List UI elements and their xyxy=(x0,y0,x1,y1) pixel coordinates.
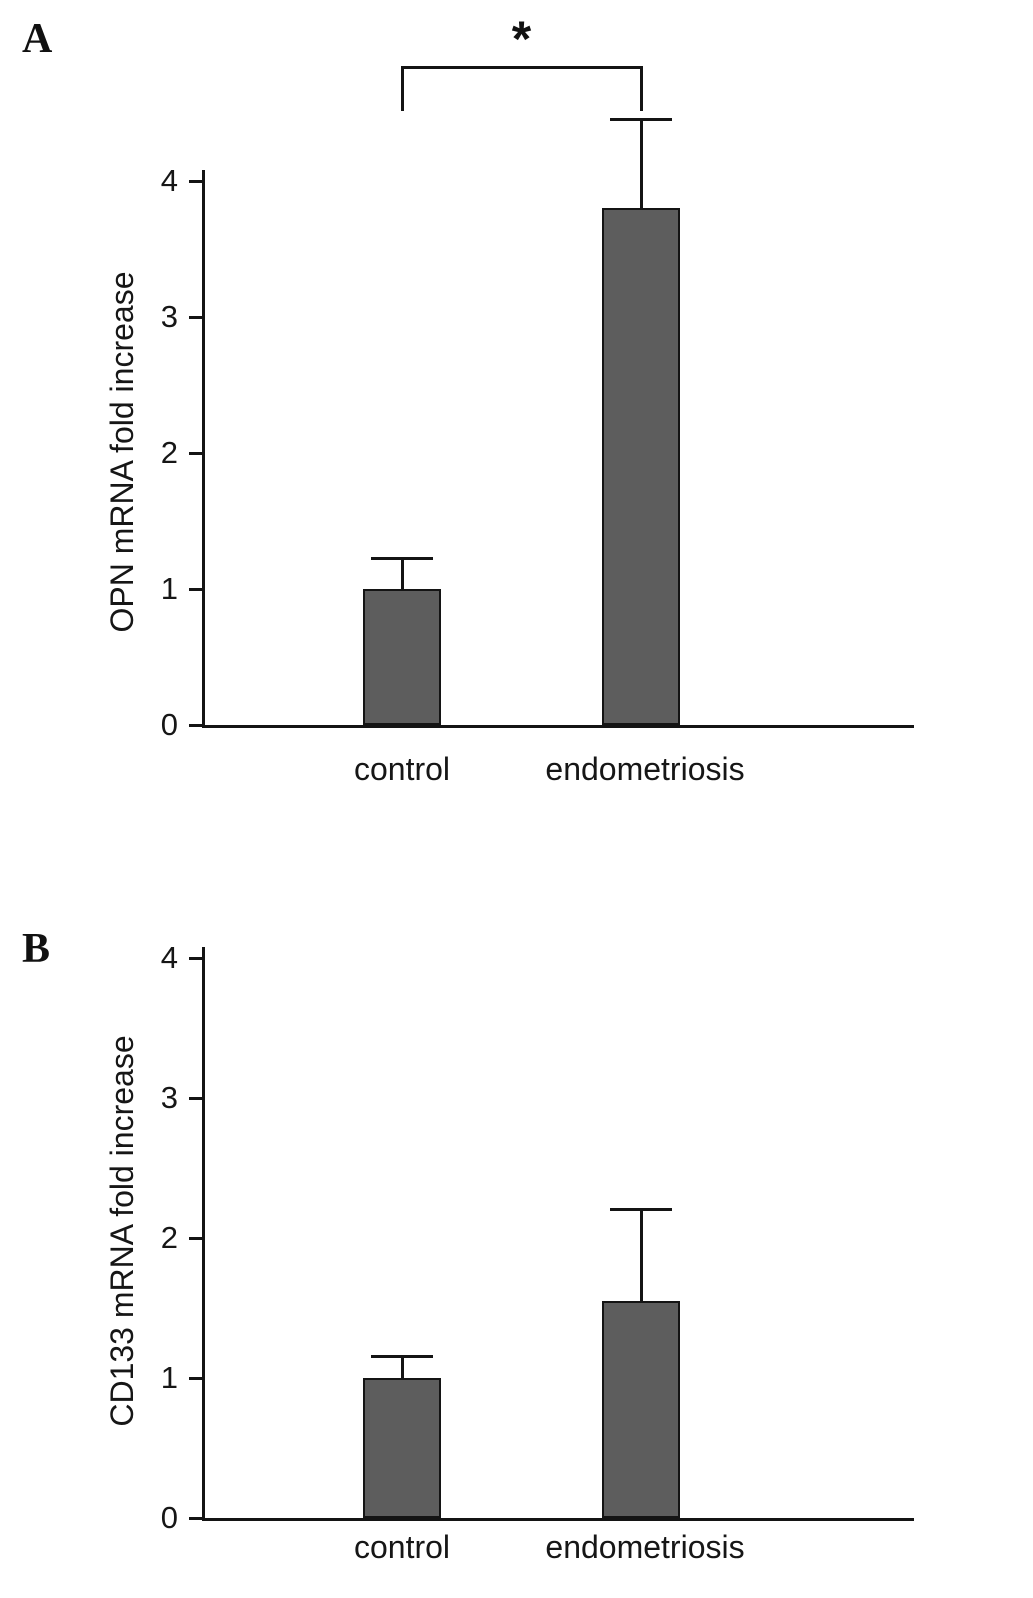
panel-a-category-label-endometriosis: endometriosis xyxy=(545,751,745,787)
significance-bracket-left xyxy=(400,66,404,111)
bar-control xyxy=(363,1378,441,1518)
panel-b-category-label-control: control xyxy=(353,1529,451,1565)
y-tick xyxy=(189,588,202,591)
y-tick xyxy=(189,957,202,960)
y-tick-label: 2 xyxy=(160,1220,178,1255)
y-axis-line xyxy=(202,947,205,1521)
y-tick xyxy=(189,1237,202,1240)
bar-control xyxy=(363,589,441,725)
error-bar-cap-endometriosis xyxy=(610,117,672,121)
error-bar-cap-control xyxy=(371,1355,433,1358)
y-tick-label: 3 xyxy=(160,1080,178,1115)
error-bar-line-control xyxy=(400,559,404,591)
significance-star: * xyxy=(511,11,532,67)
y-tick-label: 4 xyxy=(160,163,178,198)
error-bar-line-endometriosis xyxy=(639,119,643,211)
panel-a-category-label-control: control xyxy=(353,751,451,787)
y-tick-label: 1 xyxy=(160,571,178,606)
y-tick-label: 1 xyxy=(160,1360,178,1395)
error-bar-line-control xyxy=(400,1357,404,1380)
y-tick-label: 3 xyxy=(160,299,178,334)
panel-b-label: B xyxy=(22,926,51,972)
y-tick xyxy=(189,1517,202,1520)
significance-bracket-right xyxy=(639,66,643,111)
y-tick xyxy=(189,1377,202,1380)
significance-bracket-top xyxy=(400,66,643,69)
y-tick-label: 0 xyxy=(160,1500,178,1535)
y-tick-label: 2 xyxy=(160,435,178,470)
y-axis-line xyxy=(202,170,205,728)
error-bar-cap-endometriosis xyxy=(610,1208,672,1211)
y-tick-label: 4 xyxy=(160,940,178,975)
x-axis-line xyxy=(202,725,914,728)
y-tick-label: 0 xyxy=(160,707,178,742)
error-bar-cap-control xyxy=(371,557,433,561)
x-axis-line xyxy=(202,1518,914,1521)
error-bar-line-endometriosis xyxy=(639,1210,643,1303)
y-tick xyxy=(189,180,202,183)
y-tick xyxy=(189,452,202,455)
y-tick xyxy=(189,724,202,727)
y-tick xyxy=(189,316,202,319)
bar-endometriosis xyxy=(602,208,680,725)
y-tick xyxy=(189,1097,202,1100)
panel-b-category-label-endometriosis: endometriosis xyxy=(545,1529,745,1565)
panel-a-label: A xyxy=(22,16,53,62)
bar-endometriosis xyxy=(602,1301,680,1518)
